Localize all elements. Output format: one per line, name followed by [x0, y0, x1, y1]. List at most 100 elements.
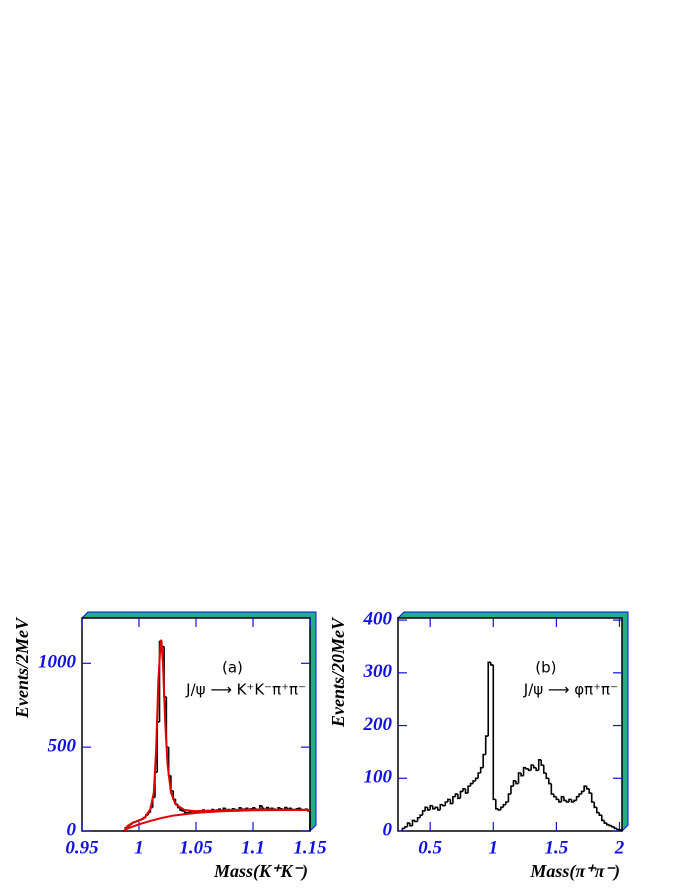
histogram-bin: [479, 766, 484, 774]
y-axis-label: Events/2MeV: [12, 616, 32, 719]
x-axis-label: Mass(K⁺K⁻): [213, 861, 308, 882]
histogram-bin: [606, 823, 610, 826]
y-tick-label: 200: [363, 714, 393, 735]
histogram-bin: [558, 799, 562, 803]
histogram-bin: [252, 807, 256, 809]
x-tick-label: 1.5: [545, 837, 569, 858]
histogram-bin: [563, 796, 567, 802]
histogram-bin: [545, 773, 549, 780]
histogram-bin: [618, 829, 623, 831]
histogram-bin: [447, 798, 451, 803]
histogram-bin: [500, 806, 504, 810]
x-tick-label: 1: [489, 837, 499, 858]
histogram-bin: [431, 805, 436, 810]
y-axis-label: Events/20MeV: [328, 616, 348, 728]
histogram-bin: [525, 767, 529, 770]
y-tick-label: 1000: [38, 652, 77, 673]
histogram-bin: [411, 819, 416, 826]
histogram-bin: [611, 825, 615, 828]
histogram-bin: [442, 804, 446, 807]
histogram-bin: [449, 799, 453, 805]
histogram-bin: [520, 773, 524, 777]
histogram-bin: [439, 803, 443, 810]
histogram-bin: [565, 800, 569, 803]
histogram-bin: [261, 805, 265, 810]
histogram-bin: [548, 778, 552, 785]
histogram-bin: [522, 766, 527, 776]
histogram-bin: [406, 822, 410, 827]
histogram-bin: [517, 772, 522, 784]
histogram-bin: [444, 801, 448, 806]
x-axis-label: Mass(π⁺π⁻): [529, 861, 620, 882]
histogram-bin: [560, 795, 564, 803]
x-tick-label: 0.95: [65, 837, 99, 858]
histogram-bin: [540, 759, 544, 766]
histogram-bin: [568, 798, 572, 803]
histogram-bin: [583, 785, 587, 792]
histogram-bin: [608, 824, 612, 827]
histogram-bin: [578, 793, 582, 797]
histogram-bin: [527, 768, 532, 772]
histogram-bin: [416, 817, 421, 822]
histogram-bin: [487, 661, 491, 737]
histogram-bin: [401, 827, 405, 831]
histogram-bin: [588, 788, 592, 794]
histogram-bin: [550, 783, 554, 795]
y-tick-label: 0: [67, 819, 77, 840]
histogram-bin: [542, 765, 547, 774]
histogram-bin: [457, 794, 461, 800]
histogram-bin: [580, 790, 585, 795]
histogram-bin: [459, 790, 463, 799]
histogram-bin: [467, 785, 471, 794]
fit-curve: [123, 808, 311, 832]
x-axis-label-suffix: (π⁺π⁻): [569, 861, 620, 882]
histogram-bin: [472, 780, 476, 784]
y-tick-label: 0: [383, 819, 393, 840]
histogram-bin: [183, 810, 187, 814]
histogram-bin: [429, 804, 433, 810]
histogram-bin: [598, 812, 602, 816]
histogram-bin: [469, 782, 474, 787]
fit-curve: [123, 639, 311, 832]
histogram-bin: [424, 806, 428, 811]
histogram-bin: [570, 799, 575, 803]
y-tick-label: 300: [363, 661, 393, 682]
histogram-bin: [495, 799, 499, 810]
histogram-bin: [419, 814, 423, 818]
annotation-reaction: J/ψ ⟶ K⁺K⁻π⁺π⁻: [185, 681, 306, 699]
histogram-bin: [512, 780, 516, 787]
histogram-bin: [553, 794, 557, 798]
histogram-bin: [575, 795, 580, 801]
x-axis-label-main: Mass: [213, 861, 253, 881]
plot-frame: [397, 617, 623, 832]
histogram-bin: [530, 764, 534, 771]
histogram-bin: [555, 796, 559, 801]
x-axis-label-main: Mass: [529, 861, 569, 881]
histogram-bin: [404, 825, 408, 829]
x-tick-label: 1.05: [179, 837, 213, 858]
histogram-bin: [409, 823, 413, 827]
y-tick-label: 400: [363, 608, 393, 629]
histogram-bin: [613, 826, 617, 830]
histogram-bin: [179, 807, 183, 811]
histogram-bin: [537, 759, 542, 771]
histogram-bin: [616, 828, 620, 831]
histogram-bin: [452, 795, 456, 804]
annotation-reaction: J/ψ ⟶ φπ⁺π⁻: [523, 681, 618, 699]
x-tick-label: 1.15: [293, 837, 327, 858]
histogram-bin: [497, 808, 501, 811]
histogram-bin: [595, 807, 600, 814]
annotation-tag: (a): [222, 659, 243, 677]
histogram-bin: [601, 815, 605, 822]
histogram-bin: [297, 807, 301, 810]
histogram-bin: [585, 786, 590, 790]
x-tick-label: 1.1: [241, 837, 265, 858]
histogram-bin: [532, 765, 537, 769]
histogram-bin: [477, 772, 481, 779]
histogram-bin: [464, 788, 469, 794]
histogram-bin: [505, 801, 509, 805]
histogram-bin: [593, 802, 597, 809]
histogram-bin: [426, 807, 431, 811]
y-tick-label: 500: [48, 736, 77, 757]
